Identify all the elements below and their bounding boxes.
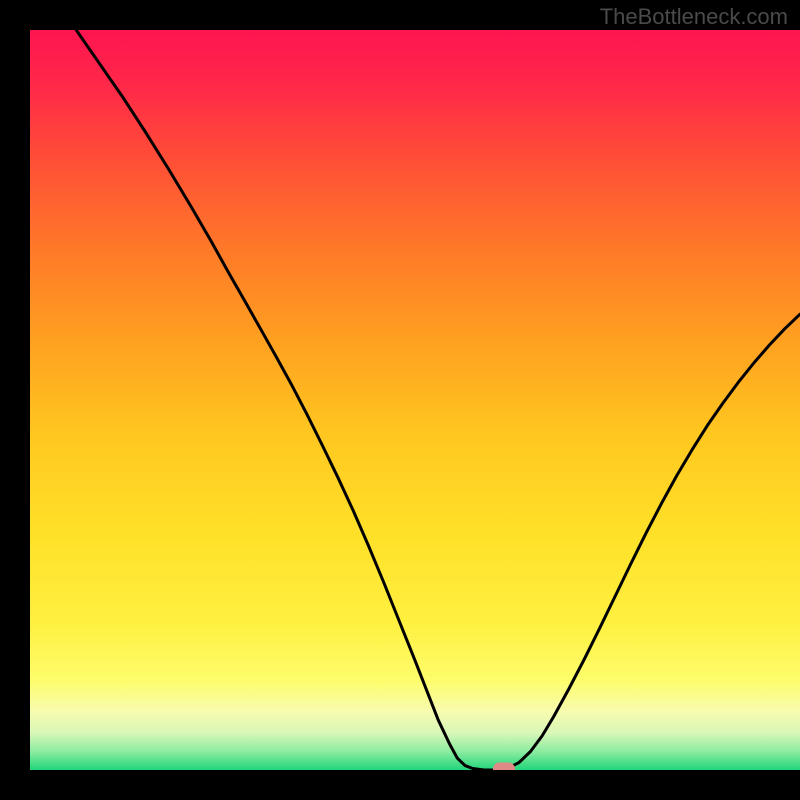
plot-area [30, 30, 800, 770]
bottleneck-curve [30, 30, 800, 770]
attribution-label: TheBottleneck.com [600, 4, 788, 30]
optimal-point-marker [493, 763, 515, 770]
